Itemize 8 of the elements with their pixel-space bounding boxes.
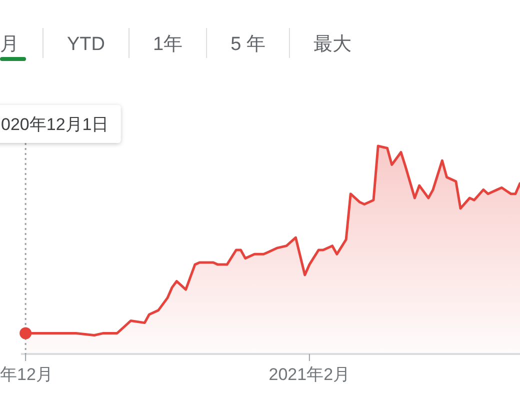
- tab-label: 1年: [153, 34, 183, 55]
- tab-label: 最大: [313, 34, 352, 55]
- tab-label: YTD: [67, 34, 105, 55]
- x-tick-label: 年12月: [0, 365, 53, 384]
- tab-label: 5 年: [230, 34, 266, 55]
- x-tick-label: 2021年2月: [268, 365, 350, 384]
- ref-line-label: 020年12月1日: [1, 115, 109, 134]
- tab-label: 月: [0, 34, 19, 55]
